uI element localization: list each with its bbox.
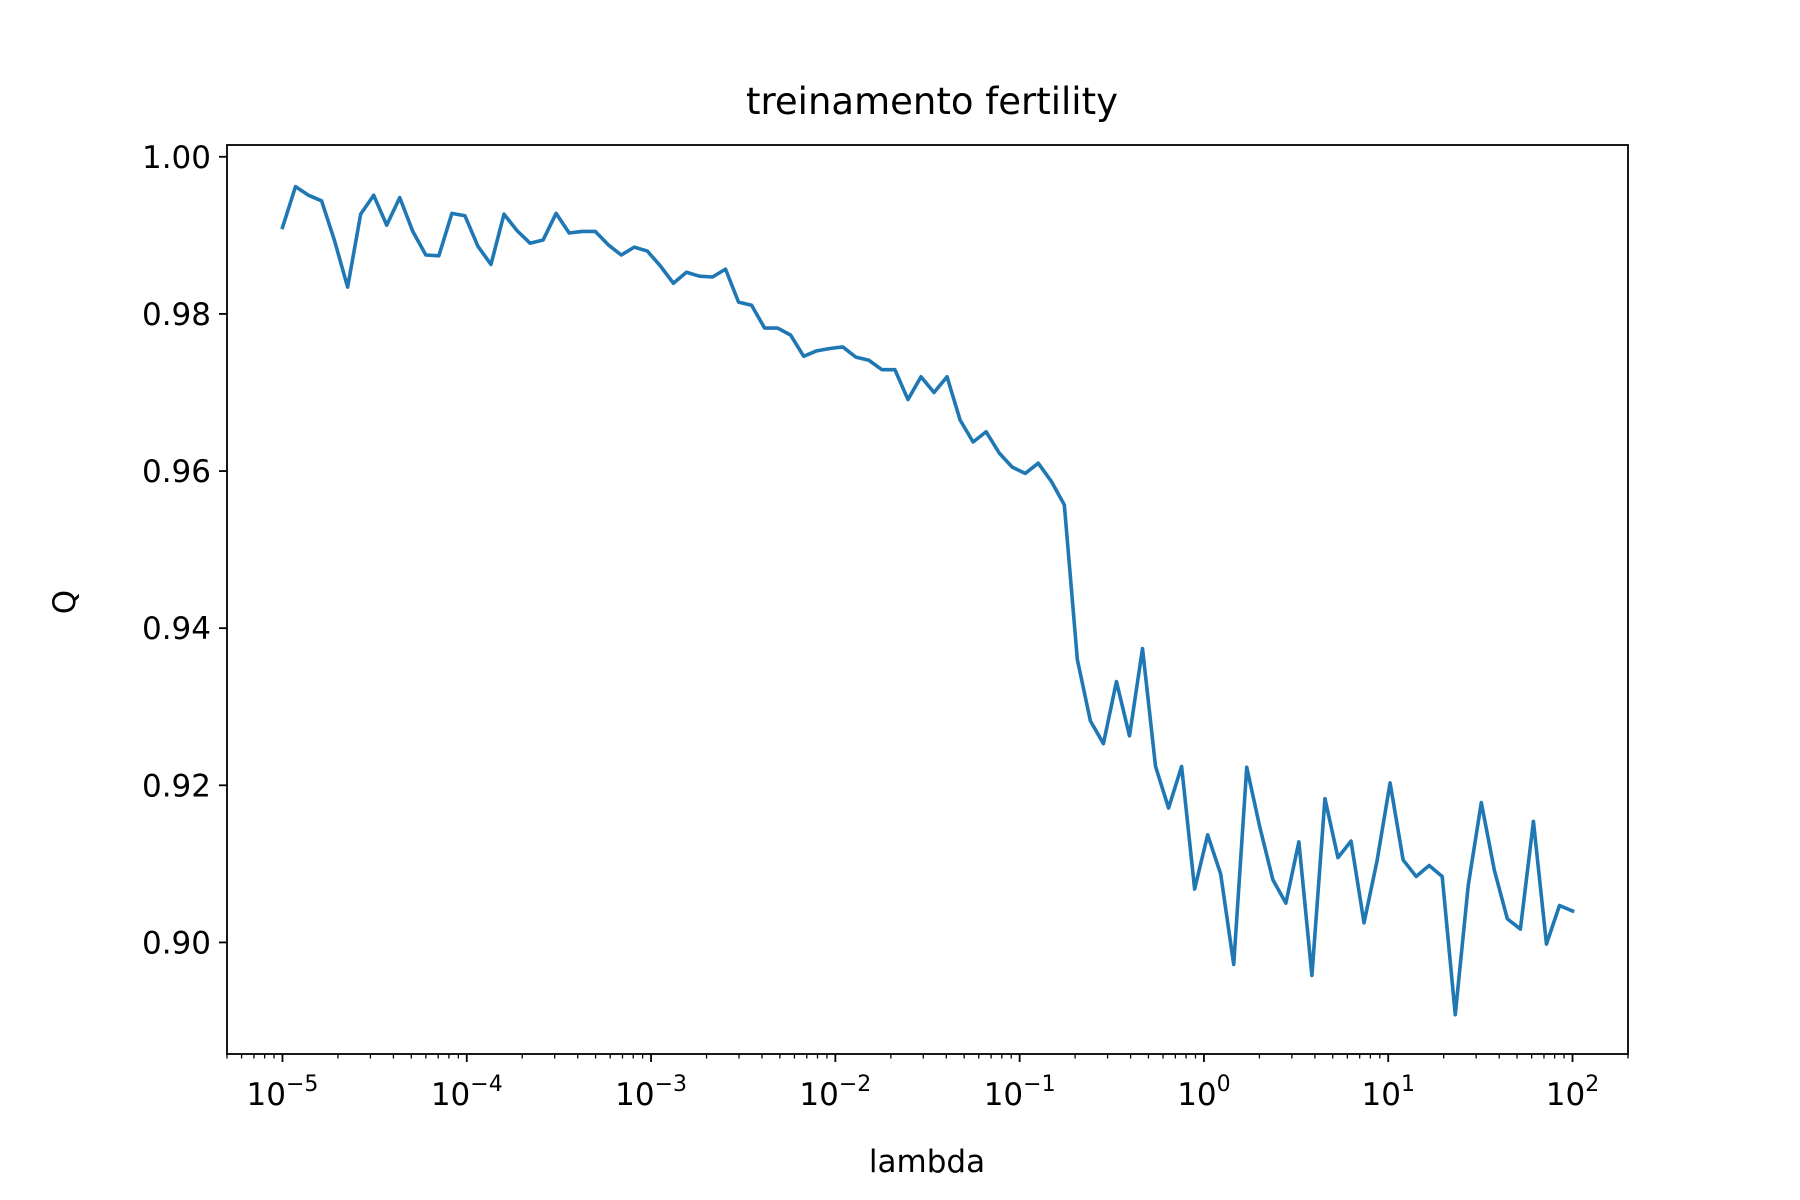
plot-area bbox=[280, 184, 1575, 1017]
x-axis: 10−5 10−4 10−3 10−2 10−1 100 101 102 bbox=[226, 1054, 1629, 1113]
x-tick-label: 102 bbox=[1546, 1072, 1599, 1113]
x-tick-label: 100 bbox=[1177, 1072, 1230, 1113]
y-tick-label: 0.98 bbox=[142, 297, 211, 333]
y-axis: 0.90 0.92 0.94 0.96 0.98 1.00 bbox=[142, 140, 227, 961]
y-tick-label: 0.90 bbox=[142, 925, 211, 961]
x-tick-label: 10−1 bbox=[984, 1072, 1056, 1113]
x-tick-label: 10−2 bbox=[799, 1072, 871, 1113]
x-axis-label: lambda bbox=[869, 1144, 985, 1180]
y-tick-label: 0.92 bbox=[142, 768, 211, 804]
x-tick-label: 10−4 bbox=[431, 1072, 503, 1113]
y-tick-label: 0.94 bbox=[142, 611, 211, 647]
x-tick-label: 101 bbox=[1362, 1072, 1415, 1113]
x-tick-label: 10−5 bbox=[247, 1072, 319, 1113]
y-axis-label: Q bbox=[47, 590, 83, 614]
y-tick-label: 1.00 bbox=[142, 140, 211, 176]
y-tick-label: 0.96 bbox=[142, 454, 211, 490]
chart-title: treinamento fertility bbox=[746, 80, 1118, 123]
plot-frame bbox=[226, 144, 1629, 1055]
x-tick-label: 10−3 bbox=[615, 1072, 687, 1113]
series-line bbox=[280, 184, 1575, 1017]
